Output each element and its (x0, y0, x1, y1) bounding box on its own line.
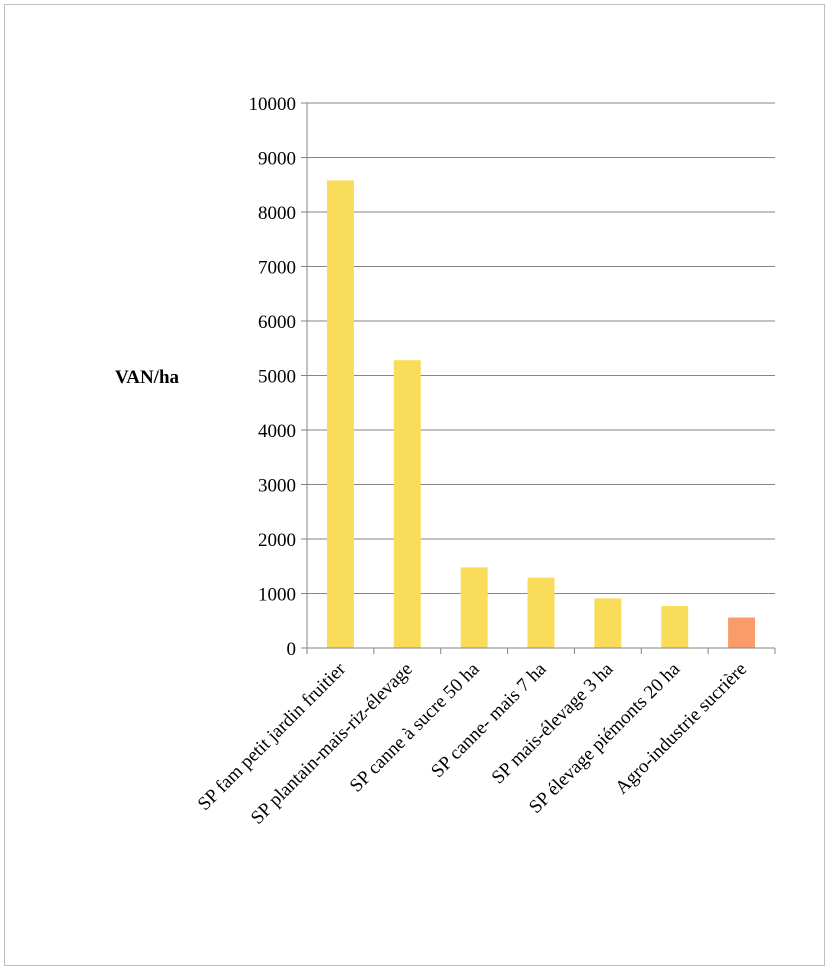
category-label: SP mais-élevage 3 ha (488, 658, 618, 788)
category-label: SP canne- mais 7 ha (427, 658, 551, 782)
y-tick-label: 10000 (249, 94, 297, 115)
y-tick-label: 5000 (258, 367, 296, 388)
grid-lines (307, 102, 775, 594)
category-label: Agro-industrie sucrière (611, 659, 751, 799)
category-label: SP canne à sucre 50 ha (346, 658, 484, 796)
y-tick-label: 3000 (258, 476, 296, 497)
y-tick-label: 4000 (258, 421, 296, 442)
y-tick-label: 0 (287, 639, 297, 660)
bar (460, 567, 488, 648)
y-axis-label: VAN/ha (115, 367, 180, 388)
bar (661, 606, 689, 648)
bar (527, 577, 555, 648)
bar (594, 598, 622, 648)
bars (326, 180, 756, 648)
y-tick-label: 2000 (258, 530, 296, 551)
y-tick-label: 9000 (258, 149, 296, 170)
y-tick-label: 7000 (258, 258, 296, 279)
bar (393, 360, 421, 648)
bar (728, 617, 756, 648)
x-axis-ticks (306, 648, 776, 654)
y-tick-label: 6000 (258, 312, 296, 333)
y-tick-label: 8000 (258, 203, 296, 224)
y-tick-label: 1000 (258, 585, 296, 606)
bar (326, 180, 354, 648)
axes (306, 103, 775, 649)
y-axis-ticks: 0 1000 2000 3000 4000 5000 6000 7000 8000 9000 100… (249, 94, 307, 660)
